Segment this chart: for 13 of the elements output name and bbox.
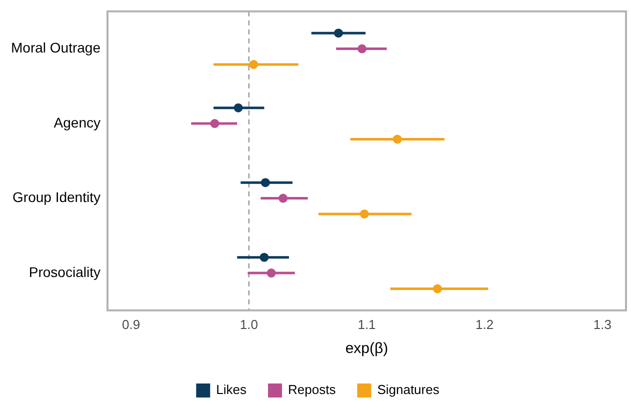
x-axis-title: exp(β): [345, 340, 388, 358]
x-tick-label: 1.3: [593, 316, 612, 332]
x-tick-label: 1.2: [476, 316, 494, 332]
legend-label: Reposts: [288, 382, 336, 398]
y-tick-label: Moral Outrage: [11, 40, 101, 56]
legend-label: Likes: [216, 382, 248, 398]
y-tick-label: Prosociality: [28, 264, 100, 280]
y-tick-label: Agency: [54, 114, 100, 130]
x-tick-label: 0.9: [122, 316, 140, 332]
x-tick-label: 1.0: [240, 316, 258, 332]
y-tick-label: Group Identity: [12, 189, 100, 206]
legend-label: Signatures: [377, 382, 440, 398]
x-tick-label: 1.1: [358, 316, 376, 332]
